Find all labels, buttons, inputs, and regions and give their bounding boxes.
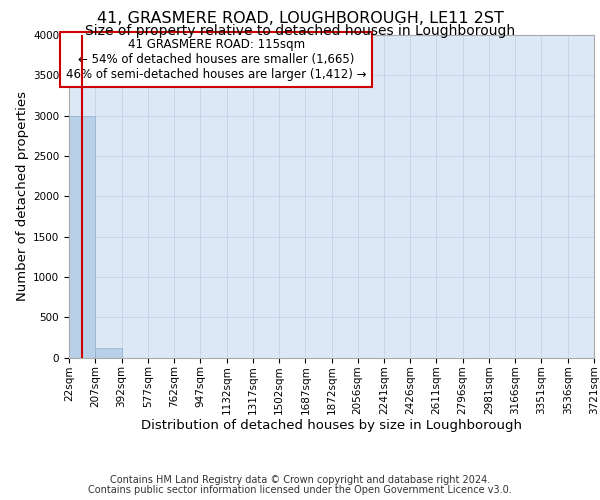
Bar: [95, 348, 122, 358]
Text: 41 GRASMERE ROAD: 115sqm
← 54% of detached houses are smaller (1,665)
46% of sem: 41 GRASMERE ROAD: 115sqm ← 54% of detach…: [66, 38, 367, 81]
Text: Size of property relative to detached houses in Loughborough: Size of property relative to detached ho…: [85, 24, 515, 38]
X-axis label: Distribution of detached houses by size in Loughborough: Distribution of detached houses by size …: [141, 420, 522, 432]
Text: 41, GRASMERE ROAD, LOUGHBOROUGH, LE11 2ST: 41, GRASMERE ROAD, LOUGHBOROUGH, LE11 2S…: [97, 11, 503, 26]
Y-axis label: Number of detached properties: Number of detached properties: [16, 91, 29, 301]
Bar: [69, 116, 95, 358]
Text: Contains public sector information licensed under the Open Government Licence v3: Contains public sector information licen…: [88, 485, 512, 495]
Text: Contains HM Land Registry data © Crown copyright and database right 2024.: Contains HM Land Registry data © Crown c…: [110, 475, 490, 485]
